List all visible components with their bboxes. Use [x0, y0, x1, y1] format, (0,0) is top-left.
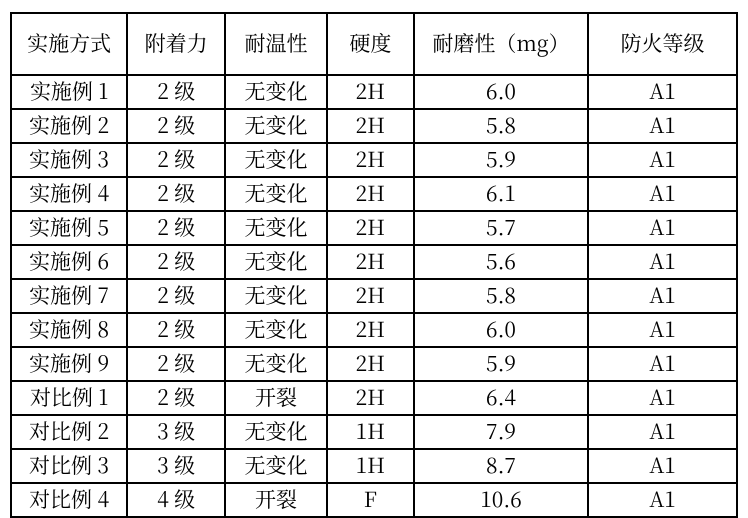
table-row: 对比例 1 2 级 开裂 2H 6.4 A1 — [11, 381, 737, 415]
cell-hardness: 2H — [327, 245, 414, 279]
cell-adhesion: 2 级 — [127, 347, 225, 381]
cell-fire: A1 — [588, 415, 737, 449]
cell-hardness: 2H — [327, 313, 414, 347]
cell-adhesion: 2 级 — [127, 381, 225, 415]
cell-impl: 实施例 9 — [11, 347, 127, 381]
cell-impl: 对比例 2 — [11, 415, 127, 449]
cell-abrasion: 5.9 — [414, 347, 588, 381]
cell-abrasion: 5.8 — [414, 109, 588, 143]
cell-impl: 实施例 8 — [11, 313, 127, 347]
cell-abrasion: 7.9 — [414, 415, 588, 449]
cell-impl: 对比例 3 — [11, 449, 127, 483]
cell-hardness: 2H — [327, 109, 414, 143]
cell-abrasion: 6.4 — [414, 381, 588, 415]
cell-fire: A1 — [588, 279, 737, 313]
table-header-row: 实施方式 附着力 耐温性 硬度 耐磨性（mg） 防火等级 — [11, 13, 737, 75]
cell-heat: 无变化 — [225, 279, 327, 313]
table-header: 实施方式 附着力 耐温性 硬度 耐磨性（mg） 防火等级 — [11, 13, 737, 75]
table-row: 对比例 2 3 级 无变化 1H 7.9 A1 — [11, 415, 737, 449]
cell-adhesion: 3 级 — [127, 415, 225, 449]
col-adhesion: 附着力 — [127, 13, 225, 75]
cell-heat: 无变化 — [225, 75, 327, 109]
cell-heat: 无变化 — [225, 177, 327, 211]
cell-impl: 实施例 4 — [11, 177, 127, 211]
cell-fire: A1 — [588, 75, 737, 109]
table-row: 实施例 7 2 级 无变化 2H 5.8 A1 — [11, 279, 737, 313]
cell-hardness: 2H — [327, 211, 414, 245]
table-row: 实施例 6 2 级 无变化 2H 5.6 A1 — [11, 245, 737, 279]
page-container: 实施方式 附着力 耐温性 硬度 耐磨性（mg） 防火等级 实施例 1 2 级 无… — [0, 0, 748, 512]
cell-hardness: 2H — [327, 177, 414, 211]
col-hardness: 硬度 — [327, 13, 414, 75]
cell-impl: 实施例 1 — [11, 75, 127, 109]
cell-impl: 实施例 3 — [11, 143, 127, 177]
table-row: 实施例 2 2 级 无变化 2H 5.8 A1 — [11, 109, 737, 143]
table-row: 实施例 8 2 级 无变化 2H 6.0 A1 — [11, 313, 737, 347]
table-row: 实施例 1 2 级 无变化 2H 6.0 A1 — [11, 75, 737, 109]
cell-heat: 无变化 — [225, 347, 327, 381]
results-table: 实施方式 附着力 耐温性 硬度 耐磨性（mg） 防火等级 实施例 1 2 级 无… — [10, 12, 738, 518]
cell-abrasion: 6.1 — [414, 177, 588, 211]
cell-fire: A1 — [588, 449, 737, 483]
cell-abrasion: 5.7 — [414, 211, 588, 245]
cell-abrasion: 5.9 — [414, 143, 588, 177]
cell-abrasion: 5.6 — [414, 245, 588, 279]
cell-adhesion: 2 级 — [127, 177, 225, 211]
cell-impl: 实施例 2 — [11, 109, 127, 143]
cell-heat: 无变化 — [225, 449, 327, 483]
cell-adhesion: 3 级 — [127, 449, 225, 483]
table-row: 对比例 3 3 级 无变化 1H 8.7 A1 — [11, 449, 737, 483]
cell-heat: 无变化 — [225, 211, 327, 245]
table-row: 实施例 9 2 级 无变化 2H 5.9 A1 — [11, 347, 737, 381]
cell-hardness: 2H — [327, 143, 414, 177]
table-row: 实施例 4 2 级 无变化 2H 6.1 A1 — [11, 177, 737, 211]
col-impl-mode: 实施方式 — [11, 13, 127, 75]
cell-fire: A1 — [588, 177, 737, 211]
cell-adhesion: 2 级 — [127, 143, 225, 177]
cell-heat: 无变化 — [225, 109, 327, 143]
cell-adhesion: 2 级 — [127, 75, 225, 109]
cell-fire: A1 — [588, 347, 737, 381]
cell-adhesion: 2 级 — [127, 245, 225, 279]
cell-hardness: 1H — [327, 449, 414, 483]
cell-heat: 无变化 — [225, 313, 327, 347]
col-heat-resist: 耐温性 — [225, 13, 327, 75]
cell-abrasion: 5.8 — [414, 279, 588, 313]
col-fire-rating: 防火等级 — [588, 13, 737, 75]
cell-abrasion: 6.0 — [414, 75, 588, 109]
cell-adhesion: 2 级 — [127, 211, 225, 245]
col-abrasion: 耐磨性（mg） — [414, 13, 588, 75]
cell-heat: 无变化 — [225, 143, 327, 177]
cell-fire: A1 — [588, 143, 737, 177]
cell-adhesion: 2 级 — [127, 279, 225, 313]
table-row: 实施例 3 2 级 无变化 2H 5.9 A1 — [11, 143, 737, 177]
cell-fire: A1 — [588, 211, 737, 245]
cell-fire: A1 — [588, 245, 737, 279]
cell-hardness: 1H — [327, 415, 414, 449]
cell-heat: 无变化 — [225, 415, 327, 449]
table-row: 实施例 5 2 级 无变化 2H 5.7 A1 — [11, 211, 737, 245]
cell-adhesion: 2 级 — [127, 313, 225, 347]
cell-fire: A1 — [588, 381, 737, 415]
cell-heat: 无变化 — [225, 245, 327, 279]
cell-hardness: 2H — [327, 381, 414, 415]
cell-impl: 实施例 5 — [11, 211, 127, 245]
cell-abrasion: 6.0 — [414, 313, 588, 347]
table-body: 实施例 1 2 级 无变化 2H 6.0 A1 实施例 2 2 级 无变化 2H… — [11, 75, 737, 517]
cell-impl: 实施例 7 — [11, 279, 127, 313]
cell-adhesion: 2 级 — [127, 109, 225, 143]
cell-heat: 开裂 — [225, 381, 327, 415]
cell-hardness: 2H — [327, 75, 414, 109]
cell-impl: 实施例 6 — [11, 245, 127, 279]
cell-fire: A1 — [588, 313, 737, 347]
cell-fire: A1 — [588, 109, 737, 143]
cell-hardness: 2H — [327, 347, 414, 381]
cell-hardness: 2H — [327, 279, 414, 313]
cell-abrasion: 8.7 — [414, 449, 588, 483]
cell-impl: 对比例 1 — [11, 381, 127, 415]
